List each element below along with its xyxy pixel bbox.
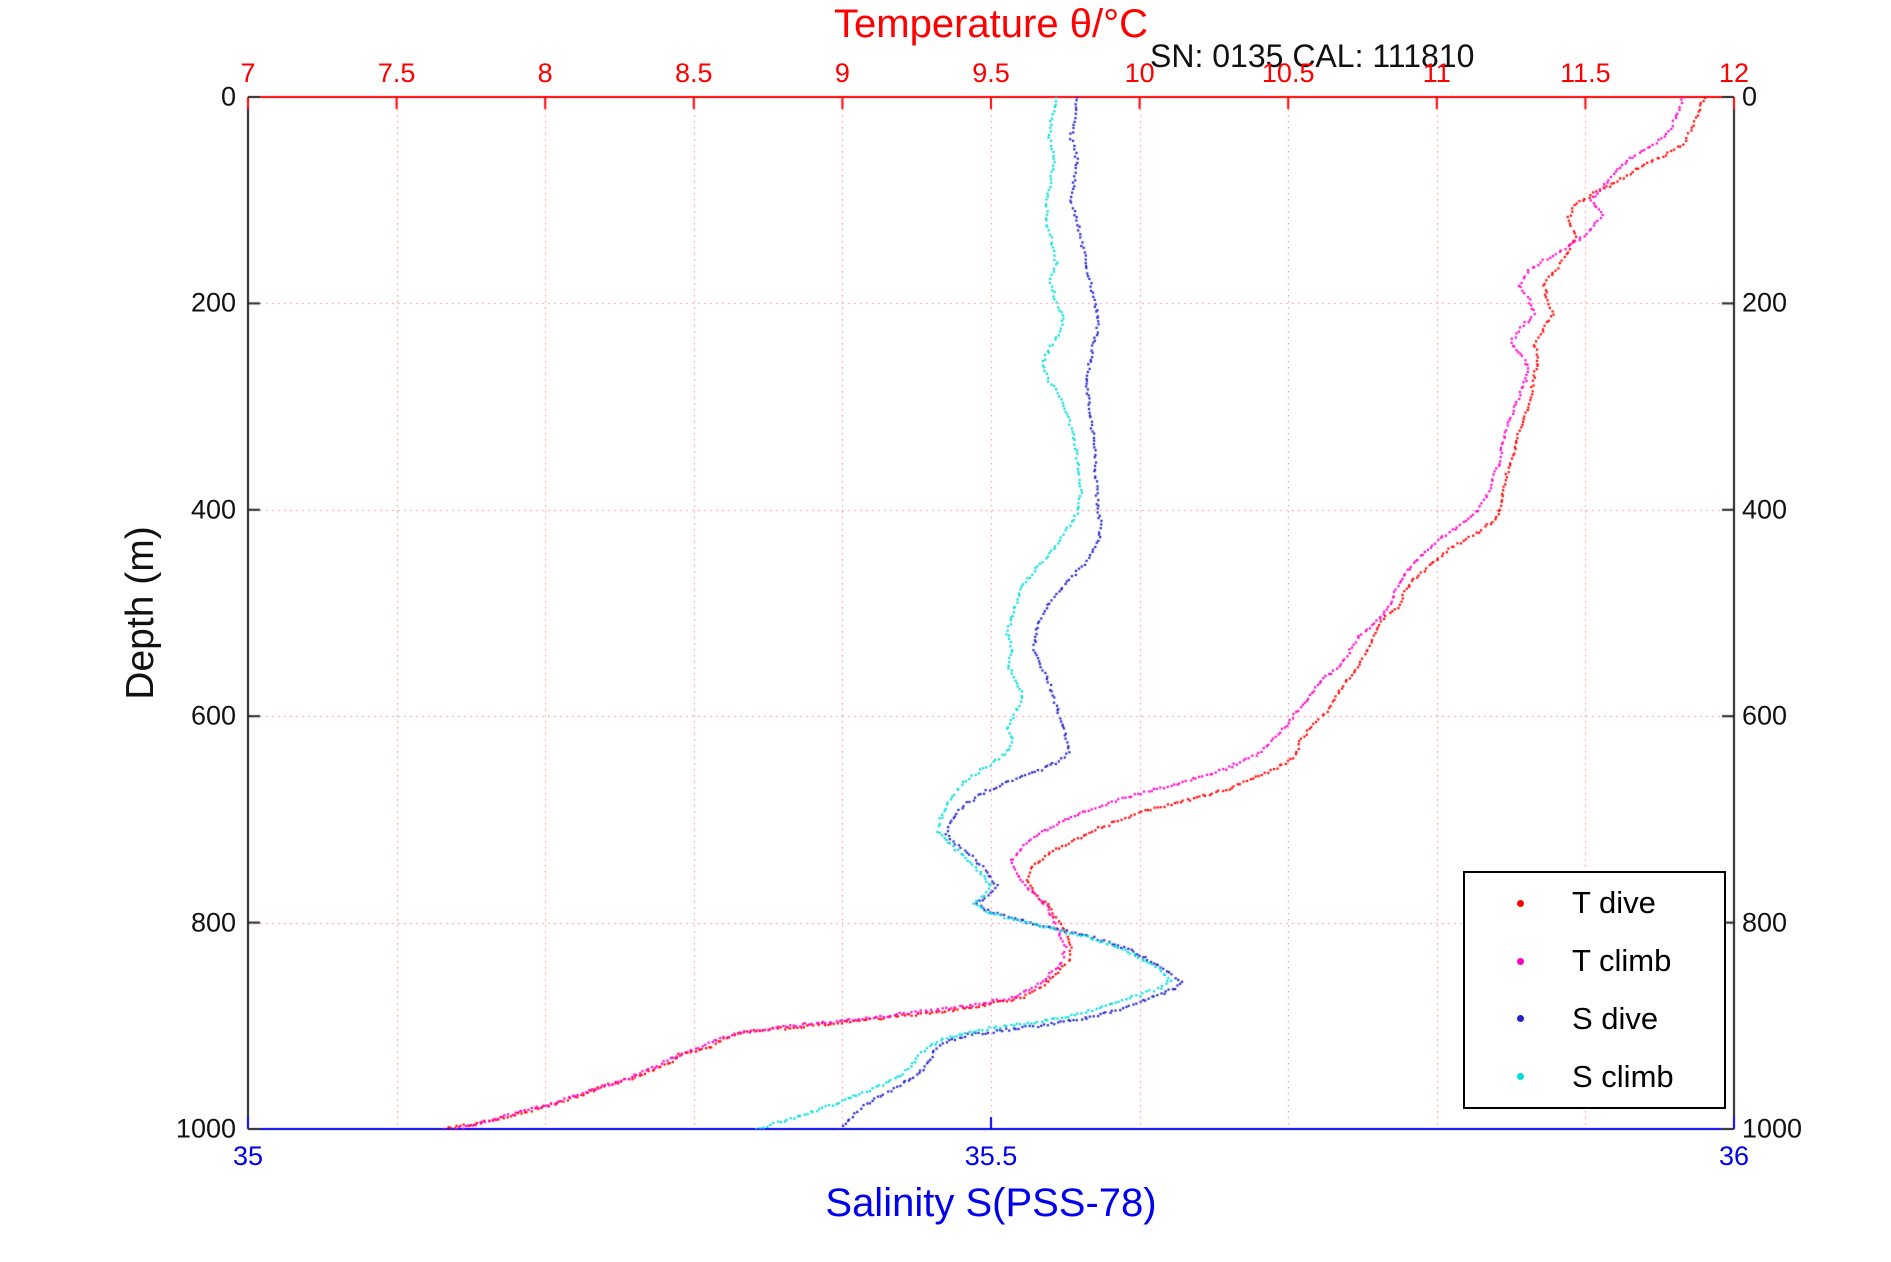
legend-entry-s-dive: S dive (1465, 991, 1724, 1046)
top-axis-tick-label: 9.5 (972, 58, 1010, 88)
right-axis-tick-label: 200 (1742, 287, 1788, 318)
top-axis-tick-label: 11.5 (1560, 58, 1611, 88)
legend-entry-t-dive: T dive (1465, 876, 1724, 931)
right-axis-tick-label: 1000 (1742, 1113, 1803, 1144)
right-axis-tick-label: 400 (1742, 494, 1788, 525)
bottom-axis-tick-label: 35.5 (964, 1141, 1018, 1171)
top-axis-tick-label: 10.5 (1261, 58, 1315, 88)
legend-box: T dive T climb S dive S climb (1463, 871, 1726, 1109)
s-dive-marker-icon (1517, 1015, 1524, 1023)
top-axis-tick-label: 8.5 (675, 58, 713, 88)
top-axis-tick-label: 7.5 (377, 58, 416, 88)
right-axis-tick-label: 0 (1742, 81, 1758, 112)
left-axis-tick-label: 800 (190, 907, 236, 938)
bottom-x-axis-label: Salinity S(PSS-78) (825, 1181, 1157, 1225)
t-climb-marker-icon (1517, 957, 1524, 965)
legend-label: T dive (1572, 885, 1656, 921)
right-axis-tick-label: 800 (1742, 907, 1788, 938)
top-axis-tick-label: 12 (1718, 58, 1750, 88)
legend-label: S dive (1572, 1000, 1659, 1036)
legend-label: S climb (1572, 1058, 1674, 1094)
top-axis-tick-label: 8 (537, 58, 553, 88)
left-axis-tick-label: 0 (220, 81, 236, 112)
top-axis-tick-label: 10 (1124, 58, 1155, 88)
legend-entry-s-climb: S climb (1465, 1049, 1724, 1104)
bottom-axis-tick-label: 35 (232, 1141, 264, 1171)
legend-entry-t-climb: T climb (1465, 934, 1724, 989)
bottom-axis-tick-label: 36 (1718, 1141, 1750, 1171)
sensor-serial-calibration-text: SN: 0135 CAL: 111810 (1150, 38, 1475, 74)
top-axis-tick-label: 7 (240, 58, 256, 88)
y-axis-label: Depth (m) (119, 526, 162, 700)
left-axis-tick-label: 1000 (175, 1113, 236, 1144)
top-axis-tick-label: 11 (1422, 58, 1451, 88)
top-axis-tick-label: 9 (834, 58, 850, 88)
s-climb-marker-icon (1517, 1073, 1524, 1081)
left-axis-tick-label: 200 (190, 287, 236, 318)
left-axis-tick-label: 600 (190, 700, 236, 731)
chart-title: Temperature θ/°C (834, 2, 1148, 46)
legend-label: T climb (1572, 943, 1672, 979)
t-dive-marker-icon (1517, 899, 1524, 907)
left-axis-tick-label: 400 (190, 494, 236, 525)
right-axis-tick-label: 600 (1742, 700, 1788, 731)
